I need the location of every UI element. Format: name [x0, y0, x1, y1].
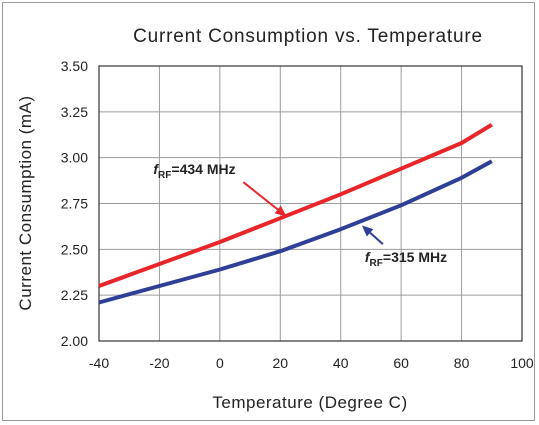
x-axis-label: Temperature (Degree C) [212, 393, 407, 412]
annotations: fRF=434 MHz fRF=315 MHz [153, 161, 447, 269]
annotation-arrow-0 [242, 181, 279, 211]
y-tick-label: 2.25 [61, 287, 88, 303]
chart-frame [2, 2, 535, 421]
annotation-arrowhead-1 [361, 225, 374, 237]
x-tick-label: 100 [510, 355, 534, 371]
y-tick-label: 3.50 [61, 58, 88, 74]
series-line-0 [98, 122, 493, 288]
plot-border [98, 65, 523, 342]
x-tick-label: 20 [272, 355, 288, 371]
y-tick-label: 2.50 [61, 241, 88, 257]
grid [98, 65, 523, 342]
x-tick-label: -20 [149, 355, 169, 371]
series-line-1 [98, 159, 493, 305]
annotation-arrow-1 [369, 232, 384, 245]
y-axis-label: Current Consumption (mA) [16, 95, 35, 310]
y-tick-label: 3.25 [61, 104, 88, 120]
x-tick-label: 0 [216, 355, 224, 371]
y-tick-label: 3.00 [61, 150, 88, 166]
annotation-label-0: fRF=434 MHz [153, 161, 235, 181]
annotation-label-1: fRF=315 MHz [365, 249, 447, 269]
y-tick-label: 2.00 [61, 333, 88, 349]
x-tick-label: 40 [333, 355, 349, 371]
series-group [98, 122, 493, 305]
tick-labels: -40 -20 0 20 40 60 80 100 2.00 2.25 2.50 2.75 3.00 3.… [61, 58, 534, 371]
x-tick-label: 60 [393, 355, 409, 371]
x-tick-label: -40 [89, 355, 109, 371]
x-tick-label: 80 [454, 355, 470, 371]
annotation-arrowhead-0 [274, 205, 287, 217]
chart-title: Current Consumption vs. Temperature [133, 26, 483, 47]
y-tick-label: 2.75 [61, 196, 88, 212]
